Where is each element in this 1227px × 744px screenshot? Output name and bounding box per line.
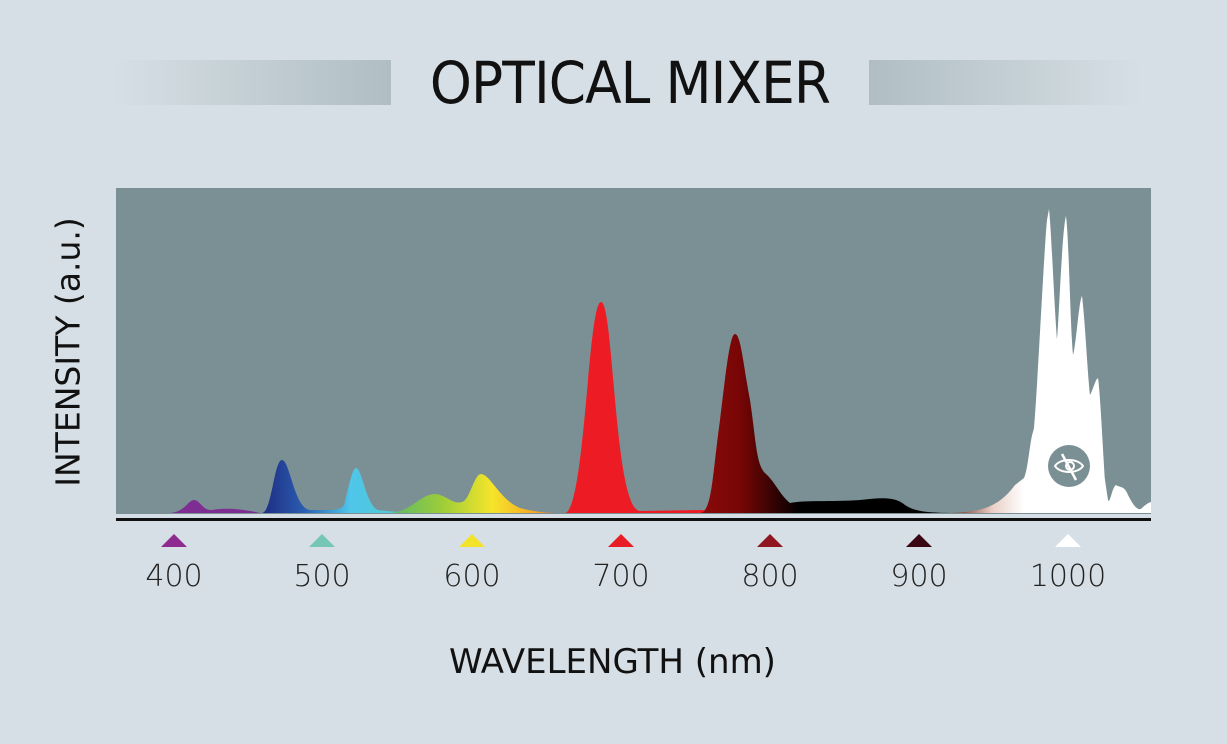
y-axis-label: INTENSITY (a.u.): [48, 217, 88, 487]
x-tick-800: 800: [730, 534, 810, 594]
triangle-marker-icon: [459, 534, 485, 547]
x-tick-700: 700: [581, 534, 661, 594]
triangle-marker-icon: [906, 534, 932, 547]
x-tick-600: 600: [432, 534, 512, 594]
peak-green-yellow: [390, 474, 560, 513]
eye-slash-icon: [1048, 445, 1090, 487]
x-axis-label-text: WAVELENGTH (nm): [449, 642, 776, 682]
title-decoration-right: [869, 60, 1142, 105]
x-axis-label: WAVELENGTH (nm): [0, 642, 1227, 682]
triangle-marker-icon: [309, 534, 335, 547]
triangle-marker-icon: [1055, 534, 1081, 547]
peak-deep-red: [700, 334, 960, 513]
x-tick-1000: 1000: [1028, 534, 1108, 594]
x-tick-900: 900: [879, 534, 959, 594]
chart-title: OPTICAL MIXER: [429, 49, 831, 117]
x-tick-500: 500: [282, 534, 362, 594]
title-decoration-left: [112, 60, 391, 105]
plot-area: [116, 188, 1151, 514]
triangle-marker-icon: [161, 534, 187, 547]
peak-nir-white: [950, 209, 1151, 513]
triangle-marker-icon: [757, 534, 783, 547]
peak-blue-cyan: [262, 460, 420, 513]
x-tick-400: 400: [134, 534, 214, 594]
peak-violet: [170, 500, 260, 513]
triangle-marker-icon: [608, 534, 634, 547]
peak-red: [565, 302, 712, 513]
x-axis-line: [116, 518, 1151, 521]
